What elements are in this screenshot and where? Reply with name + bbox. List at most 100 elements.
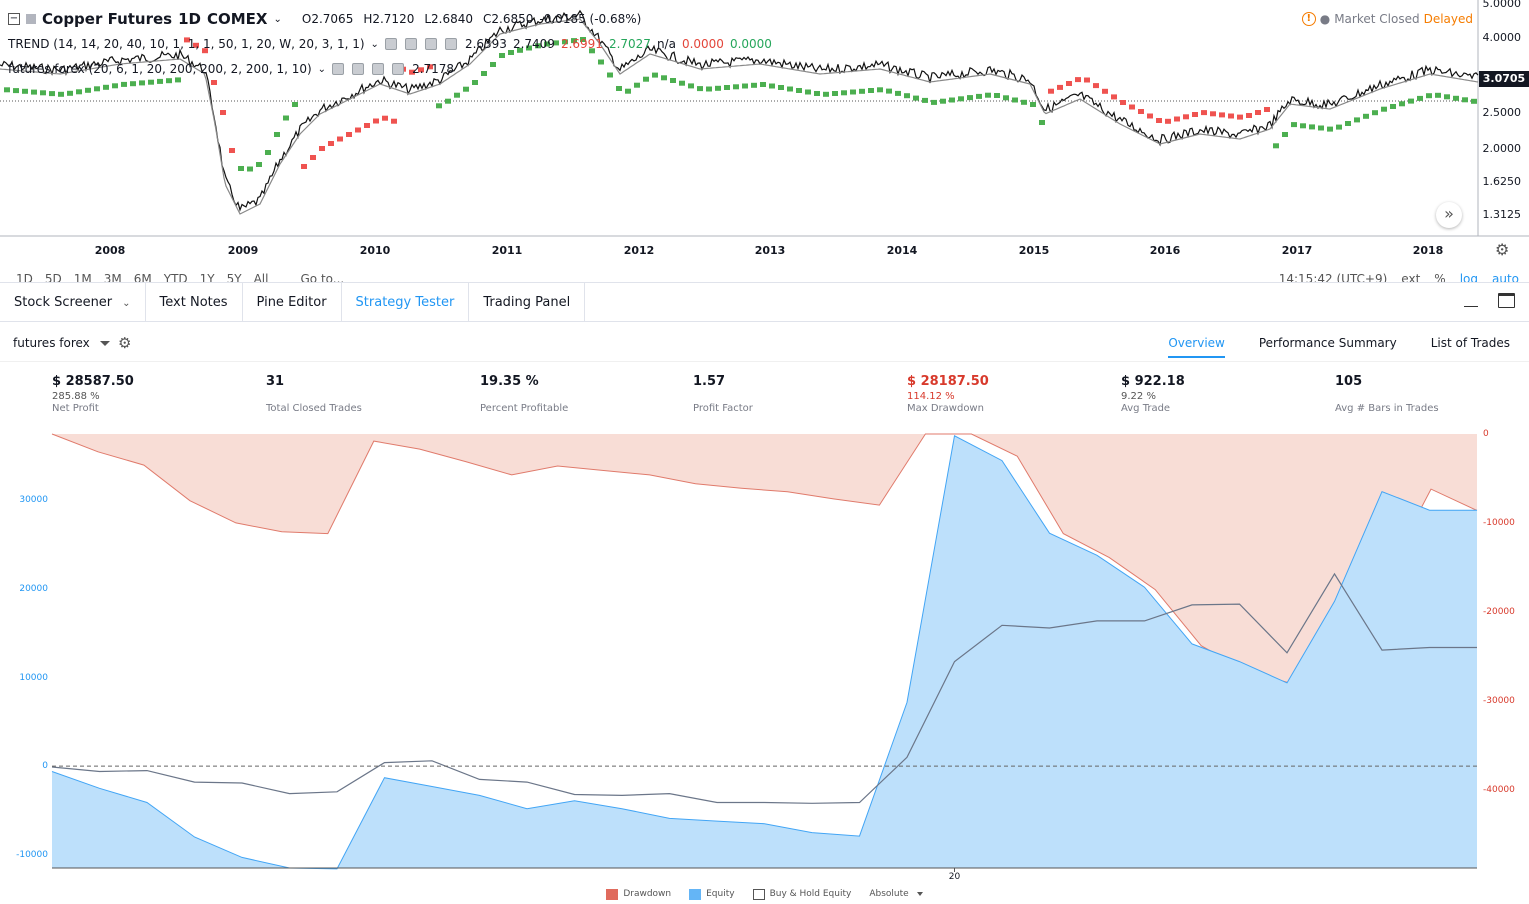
subtab-list-of-trades[interactable]: List of Trades bbox=[1430, 336, 1510, 350]
settings-icon[interactable] bbox=[404, 38, 417, 50]
strategy-indicator-label[interactable]: futures forex (20, 6, 1, 20, 200, 200, 2… bbox=[8, 62, 312, 76]
price-chart-canvas[interactable] bbox=[0, 0, 1529, 262]
trend-dot bbox=[913, 95, 919, 101]
auto-toggle[interactable]: auto bbox=[1491, 272, 1519, 282]
chevron-down-icon[interactable]: ⌄ bbox=[122, 298, 131, 309]
trend-dot bbox=[130, 81, 136, 87]
trend-dot bbox=[139, 80, 145, 86]
trend-dot bbox=[607, 72, 613, 78]
stat-value: 19.35 % bbox=[480, 374, 539, 389]
trend-dot bbox=[1237, 114, 1243, 120]
trend-dot bbox=[1147, 113, 1153, 119]
trend-dot bbox=[1102, 88, 1108, 94]
trend-dot bbox=[1012, 97, 1018, 103]
tab-text-notes[interactable]: Text Notes bbox=[146, 283, 243, 322]
chevron-down-icon[interactable]: ⌄ bbox=[273, 13, 282, 25]
trend-dot bbox=[706, 86, 712, 92]
time-axis-tick: 2017 bbox=[1281, 244, 1313, 257]
range-1d[interactable]: 1D bbox=[16, 272, 33, 282]
eye-icon[interactable] bbox=[384, 38, 397, 50]
trend-dot bbox=[337, 136, 343, 142]
tab-stock-screener[interactable]: Stock Screener ⌄ bbox=[0, 283, 146, 322]
price-axis-tick: 1.6250 bbox=[1482, 175, 1522, 188]
trend-dot bbox=[1093, 83, 1099, 89]
range-all[interactable]: All bbox=[253, 272, 269, 282]
chevron-down-icon[interactable]: ⌄ bbox=[317, 63, 327, 75]
legend-drawdown[interactable]: Drawdown bbox=[606, 886, 671, 902]
maximize-icon[interactable] bbox=[1498, 293, 1515, 308]
trend-dot bbox=[1183, 114, 1189, 120]
range-3m[interactable]: 3M bbox=[103, 272, 122, 282]
trend-dot bbox=[877, 87, 883, 93]
trend-dot bbox=[463, 86, 469, 92]
tab-strategy-tester[interactable]: Strategy Tester bbox=[342, 283, 470, 322]
trend-dot bbox=[346, 132, 352, 137]
range-bar-right: 14:15:42 (UTC+9) ext % log auto bbox=[1279, 272, 1519, 282]
close-icon[interactable] bbox=[444, 38, 457, 50]
minimize-icon[interactable] bbox=[1464, 293, 1478, 307]
tab-trading-panel[interactable]: Trading Panel bbox=[469, 283, 586, 322]
trend-dot bbox=[310, 155, 316, 160]
stat-percent-profitable: 19.35 % Percent Profitable bbox=[480, 374, 680, 414]
log-toggle[interactable]: log bbox=[1459, 272, 1478, 282]
trend-dot bbox=[1210, 111, 1216, 117]
range-6m[interactable]: 6M bbox=[133, 272, 152, 282]
symbol-exchange[interactable]: COMEX bbox=[207, 10, 268, 28]
source-code-icon[interactable] bbox=[372, 63, 385, 75]
strategy-settings-gear-icon[interactable]: ⚙ bbox=[118, 334, 132, 352]
range-5d[interactable]: 5D bbox=[44, 272, 62, 282]
percent-toggle[interactable]: % bbox=[1434, 272, 1446, 282]
market-status[interactable]: ! ● Market Closed Delayed bbox=[1301, 12, 1473, 26]
trend-dot bbox=[787, 86, 793, 92]
equity-chart-legend: Drawdown Equity Buy & Hold Equity Absolu… bbox=[0, 886, 1529, 902]
trend-dot bbox=[751, 82, 757, 88]
trend-dot bbox=[670, 78, 676, 83]
trend-dot bbox=[1246, 113, 1252, 118]
goto-button[interactable]: Go to... bbox=[300, 272, 345, 282]
subtab-overview[interactable]: Overview bbox=[1168, 336, 1225, 358]
ext-toggle[interactable]: ext bbox=[1401, 272, 1421, 282]
subtab-performance-summary[interactable]: Performance Summary bbox=[1258, 336, 1397, 350]
scroll-to-realtime-button[interactable]: » bbox=[1436, 202, 1462, 228]
price-chart[interactable]: − Copper Futures 1D COMEX ⌄ O2.7065 H2.7… bbox=[0, 0, 1529, 262]
time-axis-tick: 2015 bbox=[1018, 244, 1050, 257]
trend-dot bbox=[76, 89, 82, 95]
chart-settings-gear-icon[interactable]: ⚙ bbox=[1495, 240, 1510, 259]
range-ytd[interactable]: YTD bbox=[163, 272, 188, 282]
trend-indicator-legend[interactable]: TREND (14, 14, 20, 40, 10, 1, 1, 1, 50, … bbox=[8, 37, 772, 51]
panel-window-controls bbox=[1464, 293, 1515, 308]
range-bar: 1D 5D 1M 3M 6M YTD 1Y 5Y All Go to... 14… bbox=[0, 262, 1529, 282]
collapse-legend-icon[interactable]: − bbox=[8, 13, 20, 25]
trend-dot bbox=[724, 85, 730, 90]
trend-dot bbox=[1300, 123, 1306, 129]
settings-icon[interactable] bbox=[352, 63, 365, 75]
legend-mode-dropdown[interactable]: Absolute bbox=[869, 886, 923, 902]
trend-dot bbox=[625, 88, 631, 94]
trend-indicator-label[interactable]: TREND (14, 14, 20, 40, 10, 1, 1, 1, 50, … bbox=[8, 37, 365, 51]
strategy-selector[interactable]: futures forex bbox=[13, 336, 110, 350]
symbol-title[interactable]: Copper Futures bbox=[42, 10, 173, 28]
eye-icon[interactable] bbox=[332, 63, 345, 75]
symbol-interval[interactable]: 1D bbox=[178, 10, 201, 28]
source-code-icon[interactable] bbox=[424, 38, 437, 50]
caret-down-icon[interactable] bbox=[99, 340, 110, 346]
clock-text[interactable]: 14:15:42 (UTC+9) bbox=[1278, 272, 1388, 282]
trend-dot bbox=[1435, 92, 1441, 98]
trend-dot bbox=[805, 89, 811, 95]
range-5y[interactable]: 5Y bbox=[226, 272, 242, 282]
legend-buy-hold[interactable]: Buy & Hold Equity bbox=[752, 886, 851, 902]
range-1m[interactable]: 1M bbox=[73, 272, 92, 282]
time-axis-tick: 2008 bbox=[94, 244, 126, 257]
chevron-down-icon[interactable]: ⌄ bbox=[370, 38, 379, 50]
trend-dot bbox=[499, 53, 505, 58]
trend-dot bbox=[769, 83, 775, 89]
drawdown-right-axis-tick: -40000 bbox=[1483, 784, 1515, 795]
legend-equity[interactable]: Equity bbox=[689, 886, 735, 902]
close-icon[interactable] bbox=[392, 63, 405, 75]
tab-pine-editor[interactable]: Pine Editor bbox=[243, 283, 342, 322]
trend-dot bbox=[1453, 95, 1459, 101]
trend-dot bbox=[112, 83, 118, 89]
trend-dot bbox=[238, 166, 244, 171]
strategy-indicator-legend[interactable]: futures forex (20, 6, 1, 20, 200, 200, 2… bbox=[8, 62, 454, 76]
range-1y[interactable]: 1Y bbox=[199, 272, 215, 282]
